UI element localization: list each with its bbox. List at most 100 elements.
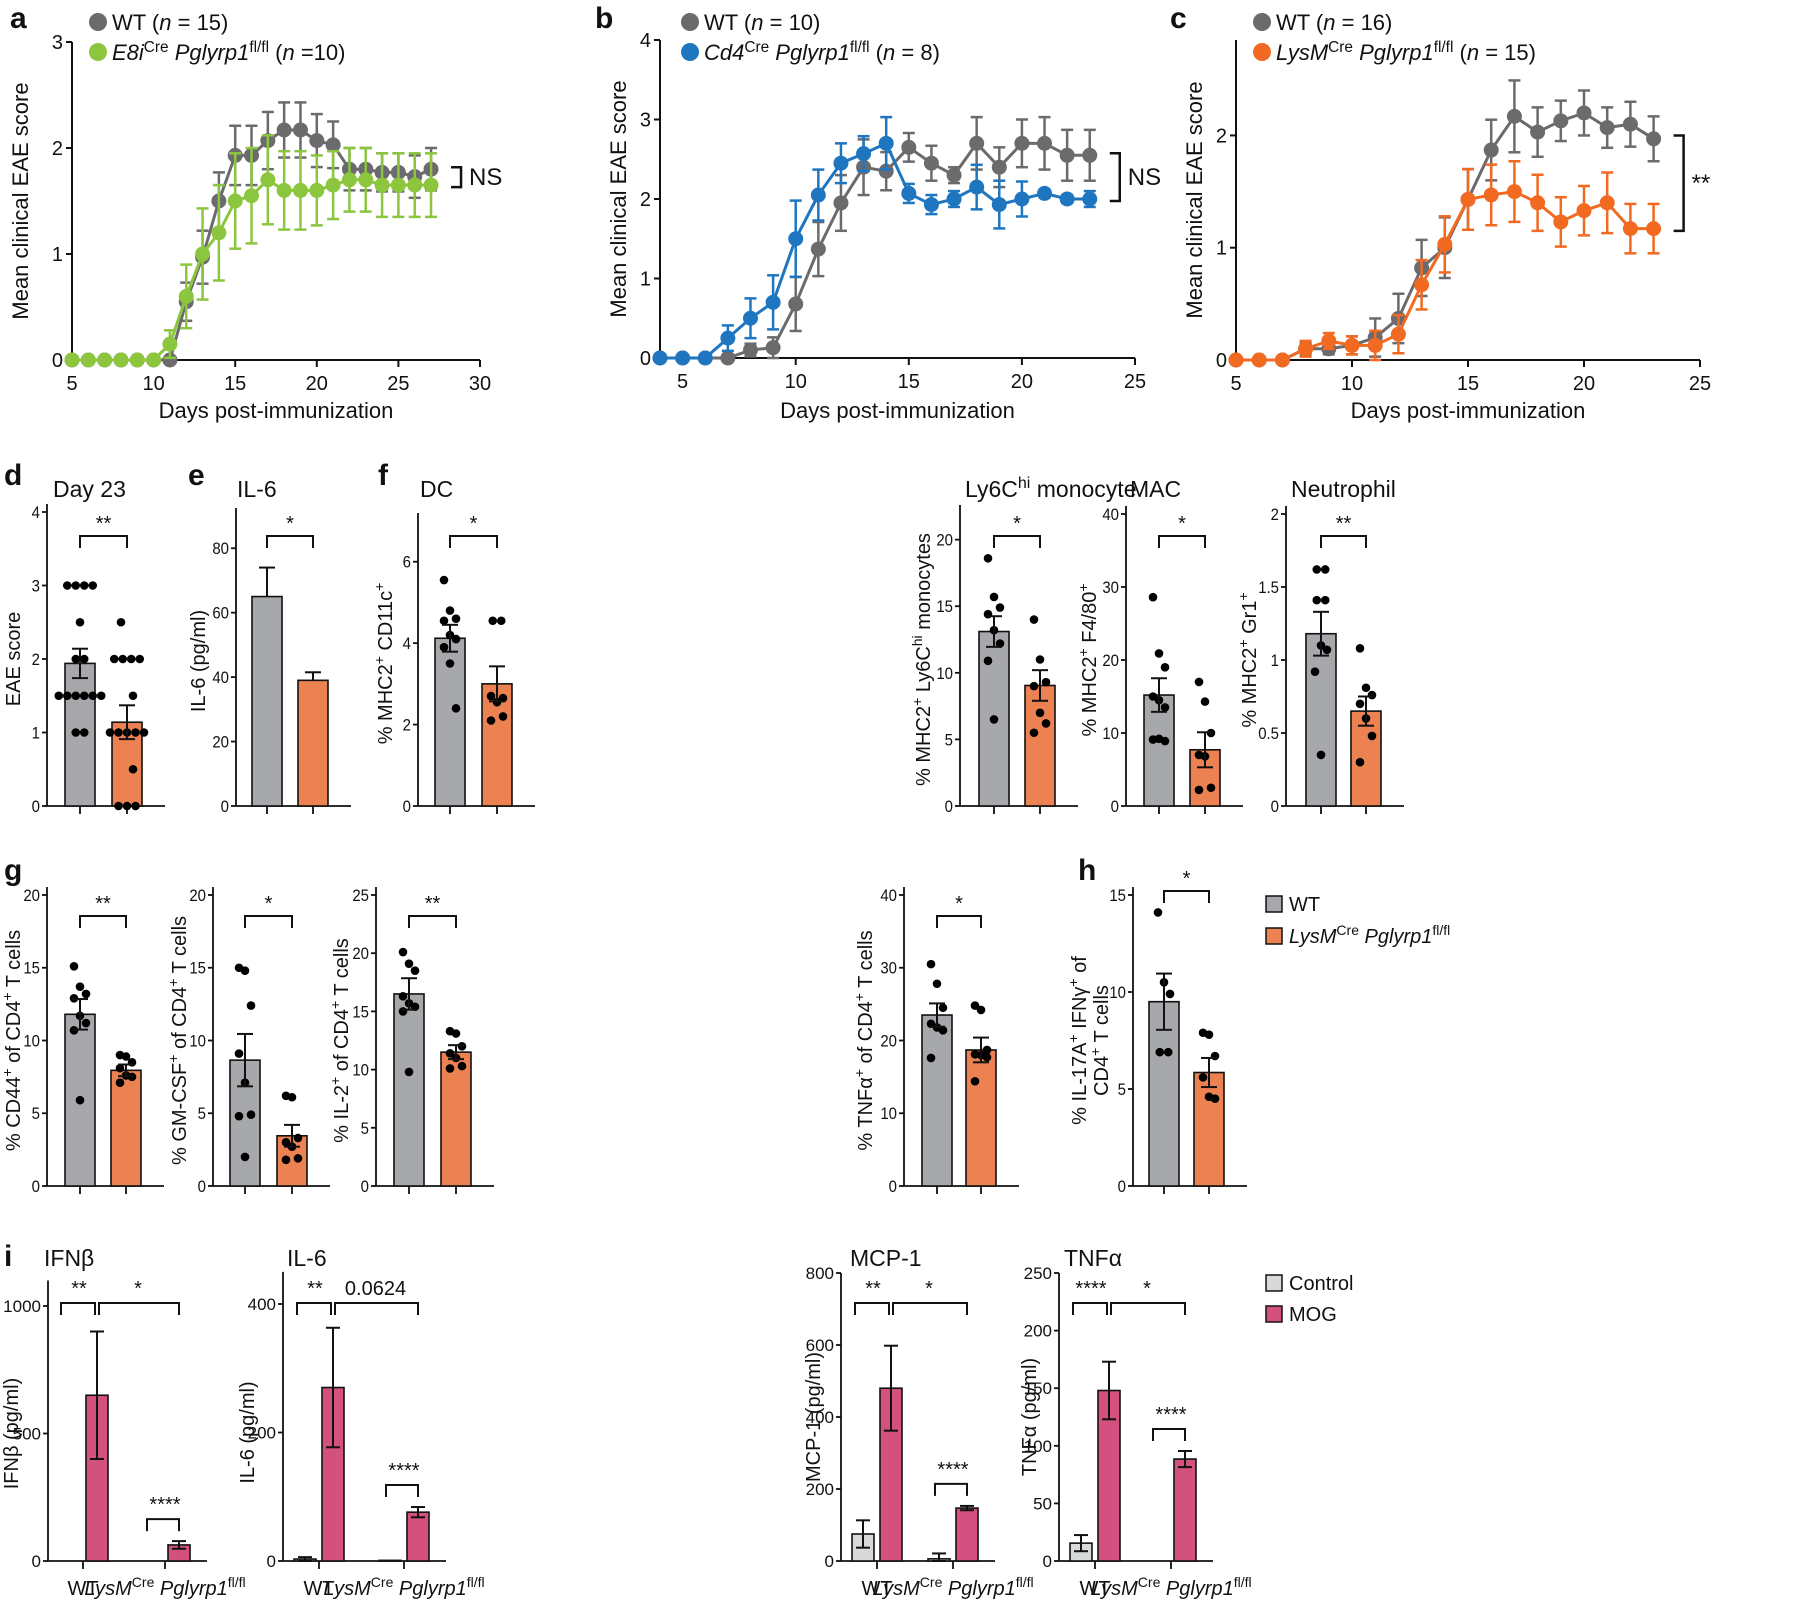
y-tick-label: 0: [32, 1552, 41, 1571]
data-point: [407, 177, 423, 193]
data-point: [64, 352, 80, 368]
x-tick-label: WT: [303, 1578, 334, 1600]
legend-marker: [1253, 43, 1271, 61]
significance-label: *: [1013, 513, 1021, 535]
y-tick-label: 0: [640, 348, 651, 370]
y-tick-label: 5: [361, 1120, 369, 1138]
text-span: LysM: [1090, 1578, 1138, 1600]
data-point: [946, 191, 962, 207]
data-point: [1059, 191, 1075, 207]
data-point: [54, 691, 64, 701]
data-point: [976, 1005, 986, 1015]
panel-title: IL-6: [287, 1245, 327, 1271]
legend-label: WT (n = 10): [704, 10, 820, 35]
text-span: Pglyrp1: [1359, 926, 1432, 948]
y-tick-label: 15: [189, 960, 206, 978]
y-tick-label: 30: [880, 960, 897, 978]
data-point: [1165, 989, 1175, 999]
text-span: +: [0, 992, 15, 1000]
text-span: % IL-2: [331, 1085, 353, 1143]
data-point: [122, 801, 132, 811]
legend-label: Cd4Cre Pglyrp1fl/fl (n = 8): [704, 39, 940, 66]
data-point: [309, 182, 325, 198]
y-tick-label: 200: [248, 1424, 276, 1443]
y-tick-label: 1: [1271, 652, 1279, 670]
panel-title: DC: [420, 476, 453, 502]
text-span: of: [1069, 956, 1091, 979]
y-axis-label: % MHC2+ Ly6Chi monocytes: [909, 533, 935, 786]
bar: [251, 595, 283, 807]
data-point: [1029, 615, 1039, 624]
data-point: [439, 616, 449, 626]
legend-marker: [89, 13, 107, 31]
y-tick-label: 2: [640, 189, 651, 211]
data-point: [1312, 565, 1322, 574]
data-point: [293, 1154, 303, 1163]
x-tick-label: 20: [306, 373, 328, 395]
y-tick-label: 20: [880, 1033, 897, 1051]
data-point: [1599, 195, 1615, 211]
text-span: = 10: [764, 10, 814, 35]
data-point: [946, 167, 962, 183]
legend-label: WT (n = 15): [112, 10, 228, 35]
x-tick-label: WT: [1079, 1578, 1110, 1600]
significance-label: *: [134, 1278, 142, 1300]
significance-label: *: [1143, 1278, 1151, 1300]
text-span: fl/fl: [1234, 1574, 1252, 1590]
data-point: [240, 1152, 250, 1162]
data-point: [79, 728, 89, 737]
data-point: [1037, 185, 1053, 201]
y-tick-label: 20: [189, 887, 206, 905]
legend-marker: [89, 43, 107, 61]
data-point: [445, 659, 455, 668]
significance-bracket: [296, 1302, 332, 1315]
y-tick-label: 2: [1216, 125, 1227, 147]
significance-label: ****: [388, 1460, 419, 1482]
text-span: CD11c: [375, 591, 397, 656]
significance-label: *: [925, 1278, 933, 1300]
y-tick-label: 50: [1033, 1494, 1052, 1513]
text-span: +: [851, 1069, 867, 1077]
text-span: +: [851, 993, 867, 1001]
text-span: n: [282, 40, 294, 65]
panel-title: TNFα: [1064, 1245, 1122, 1271]
data-point: [451, 1029, 461, 1038]
data-point: [126, 654, 136, 664]
legend-label-wt: WT: [1289, 894, 1320, 916]
text-span: E8i: [112, 40, 145, 65]
significance-label: **: [95, 893, 111, 915]
data-point: [115, 1078, 125, 1087]
data-point: [926, 959, 936, 969]
data-point: [79, 691, 89, 701]
data-point: [878, 163, 894, 179]
data-point: [109, 654, 119, 664]
data-point: [309, 133, 325, 149]
data-point: [788, 296, 804, 312]
data-point: [423, 177, 439, 193]
data-point: [833, 195, 849, 211]
data-point: [287, 1092, 297, 1102]
data-point: [1460, 191, 1476, 207]
text-span: n: [1467, 40, 1479, 65]
data-point: [496, 616, 506, 626]
data-point: [1210, 1051, 1220, 1061]
data-point: [457, 1042, 467, 1051]
significance-bracket: [334, 1302, 419, 1315]
legend-swatch-wt: [1265, 895, 1283, 913]
data-point: [240, 966, 250, 975]
y-tick-label: 2: [52, 138, 63, 160]
data-point: [410, 966, 420, 975]
x-tick-label: 15: [898, 371, 920, 393]
data-point: [652, 350, 668, 366]
text-span: +: [327, 1077, 343, 1085]
data-point: [938, 1003, 948, 1013]
panel-b: b 0 1 2 3 4 5 10 15 20 25 Days post-immunization Mea…: [595, 2, 1161, 423]
x-tick-label: LysMCre Pglyrp1fl/fl: [323, 1574, 484, 1600]
x-tick-label: 30: [469, 373, 491, 395]
data-point: [720, 330, 736, 346]
data-point: [71, 728, 81, 737]
y-axis-label: % MHC2+ F4/80+: [1075, 583, 1101, 736]
y-tick-label: 2: [1271, 506, 1279, 524]
y-axis-label: % IL-17A+ IFNγ+ of: [1065, 956, 1091, 1125]
bar-mog: [406, 1511, 430, 1562]
